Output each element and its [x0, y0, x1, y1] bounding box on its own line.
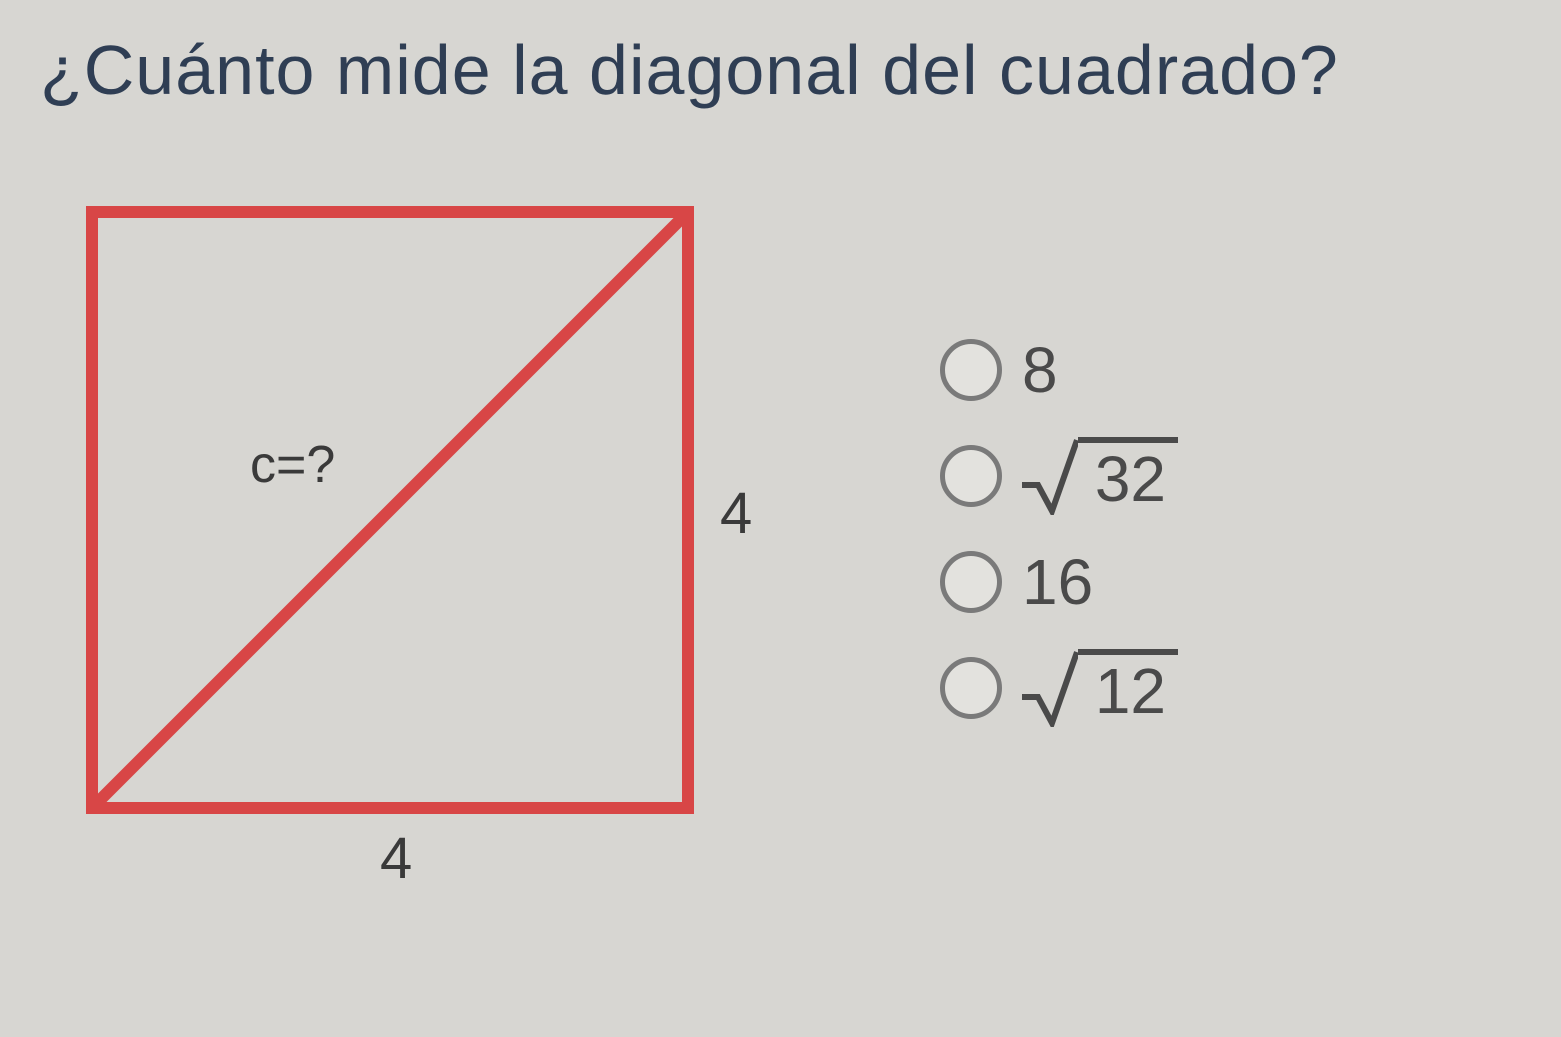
square-diagonal: [98, 218, 682, 802]
option-3[interactable]: 16: [940, 545, 1178, 619]
option-4-label: 12: [1022, 649, 1178, 727]
radio-icon: [940, 445, 1002, 507]
option-2[interactable]: 32: [940, 437, 1178, 515]
square-svg: [80, 200, 700, 820]
radio-icon: [940, 339, 1002, 401]
content-row: c=? 4 4 8 32 16: [40, 200, 1521, 920]
option-2-value: 32: [1078, 437, 1178, 515]
side-label-bottom: 4: [380, 825, 412, 892]
answer-options: 8 32 16: [940, 333, 1178, 727]
option-1-label: 8: [1022, 333, 1058, 407]
option-4-value: 12: [1078, 649, 1178, 727]
sqrt-icon: [1022, 437, 1078, 515]
radio-icon: [940, 551, 1002, 613]
sqrt-icon: [1022, 649, 1078, 727]
square-figure: c=? 4 4: [80, 200, 760, 920]
question-text: ¿Cuánto mide la diagonal del cuadrado?: [40, 30, 1521, 110]
side-label-right: 4: [720, 480, 752, 547]
radio-icon: [940, 657, 1002, 719]
option-4[interactable]: 12: [940, 649, 1178, 727]
option-3-label: 16: [1022, 545, 1093, 619]
option-1[interactable]: 8: [940, 333, 1178, 407]
diagonal-label: c=?: [250, 435, 335, 495]
option-2-label: 32: [1022, 437, 1178, 515]
